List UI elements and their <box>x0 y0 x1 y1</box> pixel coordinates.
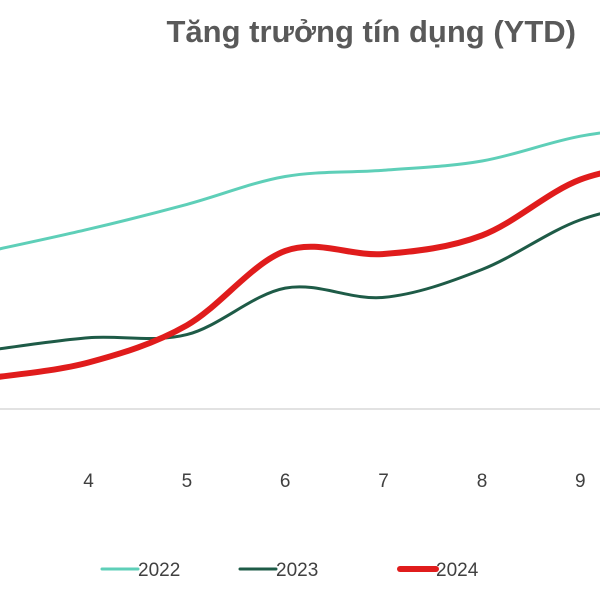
series-line-2024 <box>0 170 600 380</box>
x-tick-label: 5 <box>182 471 193 492</box>
x-tick-label: 9 <box>575 471 586 492</box>
series-layer <box>0 131 600 380</box>
x-tick-label: 7 <box>378 471 389 492</box>
series-line-2022 <box>0 131 600 251</box>
legend-label-2024: 2024 <box>436 560 479 581</box>
x-tick-label: 6 <box>280 471 291 492</box>
legend-item-2024: 2024 <box>397 560 479 581</box>
legend-label-2022: 2022 <box>138 560 180 581</box>
legend: 2022 2023 2024 <box>100 560 479 581</box>
x-tick-label: 4 <box>83 471 94 492</box>
x-tick-labels: 4 5 6 7 8 9 <box>83 471 585 492</box>
series-line-2023 <box>0 212 600 351</box>
legend-item-2022: 2022 <box>100 560 180 581</box>
x-tick-label: 8 <box>477 471 488 492</box>
legend-item-2023: 2023 <box>238 560 318 581</box>
chart-title: Tăng trưởng tín dụng (YTD) <box>166 14 576 49</box>
legend-label-2023: 2023 <box>276 560 318 581</box>
